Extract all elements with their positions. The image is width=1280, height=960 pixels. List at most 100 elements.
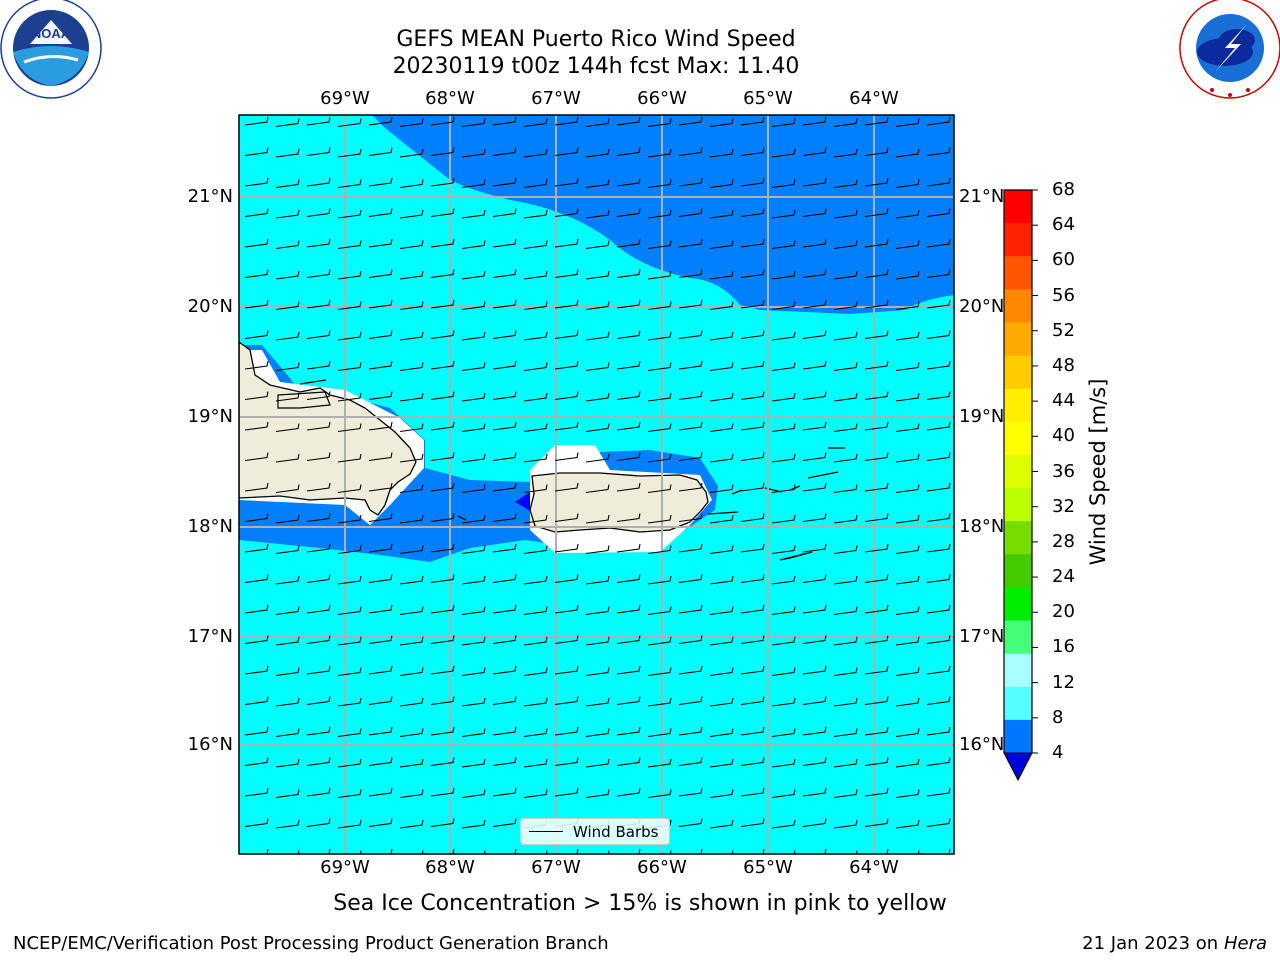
wind-barb <box>864 177 889 187</box>
wind-barb <box>244 177 269 187</box>
wind-barb <box>244 818 269 828</box>
wind-barb <box>895 209 920 219</box>
wind-barb <box>244 147 269 157</box>
wind-barb <box>740 635 765 645</box>
wind-barb <box>554 177 579 187</box>
wind-barb <box>337 209 362 219</box>
wind-barb <box>359 850 362 854</box>
wind-barb <box>275 636 300 646</box>
wind-barb <box>647 453 672 463</box>
wind-barb <box>926 330 951 340</box>
wind-barb <box>523 331 548 341</box>
wind-barb <box>895 240 920 250</box>
wind-barb <box>492 177 517 187</box>
wind-barb <box>430 604 455 614</box>
wind-barb <box>523 606 548 616</box>
colorbar-segment <box>1004 223 1032 257</box>
wind-barb <box>895 819 920 829</box>
wind-barb <box>399 118 424 128</box>
wind-barb <box>647 148 672 158</box>
colorbar-tick-label: 28 <box>1052 530 1075 552</box>
wind-barb <box>864 574 889 584</box>
wind-barb <box>926 269 951 279</box>
wind-barb <box>492 482 517 492</box>
wind-barb <box>709 636 734 646</box>
wind-barb <box>461 270 486 280</box>
wind-barb <box>678 818 703 828</box>
wind-barb <box>275 819 300 829</box>
wind-barb <box>709 362 734 372</box>
wind-barb <box>337 118 362 128</box>
footer-credit: NCEP/EMC/Verification Post Processing Pr… <box>13 933 609 954</box>
lat-label-right: 16°N <box>959 734 1005 755</box>
colorbar-tick-label: 56 <box>1052 284 1075 306</box>
wind-barb <box>678 757 703 767</box>
wind-barb <box>244 635 269 645</box>
wind-barb <box>802 757 827 767</box>
wind-barb <box>616 147 641 157</box>
colorbar-tick-label: 48 <box>1052 354 1075 376</box>
wind-barb <box>306 574 331 584</box>
wind-barb <box>554 726 579 736</box>
wind-barb <box>492 147 517 157</box>
wind-barb <box>771 819 796 829</box>
wind-barb <box>616 116 641 126</box>
wind-barb <box>492 513 517 523</box>
wind-barb <box>895 270 920 280</box>
wind-barb <box>895 331 920 341</box>
wind-barb <box>523 148 548 158</box>
colorbar-tick-label: 32 <box>1052 495 1075 517</box>
wind-barb <box>647 728 672 738</box>
wind-barb <box>678 116 703 126</box>
colorbar-tick-label: 8 <box>1052 706 1064 728</box>
wind-barb <box>647 636 672 646</box>
wind-barb <box>709 209 734 219</box>
wind-barb <box>771 331 796 341</box>
wind-barb <box>585 453 610 463</box>
wind-barb <box>771 636 796 646</box>
wind-barb <box>337 362 362 372</box>
wind-barb <box>337 270 362 280</box>
map-title: GEFS MEAN Puerto Rico Wind Speed <box>396 27 796 52</box>
wind-barb <box>244 696 269 706</box>
wind-barb <box>616 391 641 401</box>
wind-barb <box>802 299 827 309</box>
wind-barb <box>864 147 889 157</box>
colorbar-tick-label: 60 <box>1052 249 1075 271</box>
wind-barb <box>926 787 951 797</box>
wind-barb <box>864 604 889 614</box>
wind-barb <box>678 726 703 736</box>
wind-barb <box>275 606 300 616</box>
colorbar-segment <box>1004 686 1032 721</box>
wind-barb <box>399 484 424 494</box>
wind-barb <box>461 331 486 341</box>
wind-barb <box>368 330 393 340</box>
wind-barb <box>275 209 300 219</box>
wind-barb <box>523 270 548 280</box>
wind-barb <box>337 148 362 158</box>
wind-barb <box>802 482 827 492</box>
wind-barb <box>492 696 517 706</box>
wind-barb <box>368 726 393 736</box>
wind-barb <box>275 423 300 433</box>
wind-barb <box>895 362 920 372</box>
wind-barb <box>306 116 331 126</box>
wind-barb <box>740 238 765 248</box>
wind-barb <box>368 116 393 126</box>
wind-barb <box>678 574 703 584</box>
wind-barb <box>895 697 920 707</box>
lat-label-right: 17°N <box>959 626 1005 647</box>
wind-barb <box>895 728 920 738</box>
wind-barb <box>244 391 269 401</box>
wind-barb <box>461 362 486 372</box>
colorbar-tick-label: 64 <box>1052 214 1075 236</box>
wind-barb <box>523 636 548 646</box>
wind-barb <box>895 179 920 189</box>
wind-barb <box>554 543 579 553</box>
wind-barb <box>864 543 889 553</box>
wind-barb <box>368 513 393 523</box>
wind-barb <box>926 635 951 645</box>
wind-barb <box>244 574 269 584</box>
wind-barb <box>895 606 920 616</box>
wind-barb <box>275 697 300 707</box>
